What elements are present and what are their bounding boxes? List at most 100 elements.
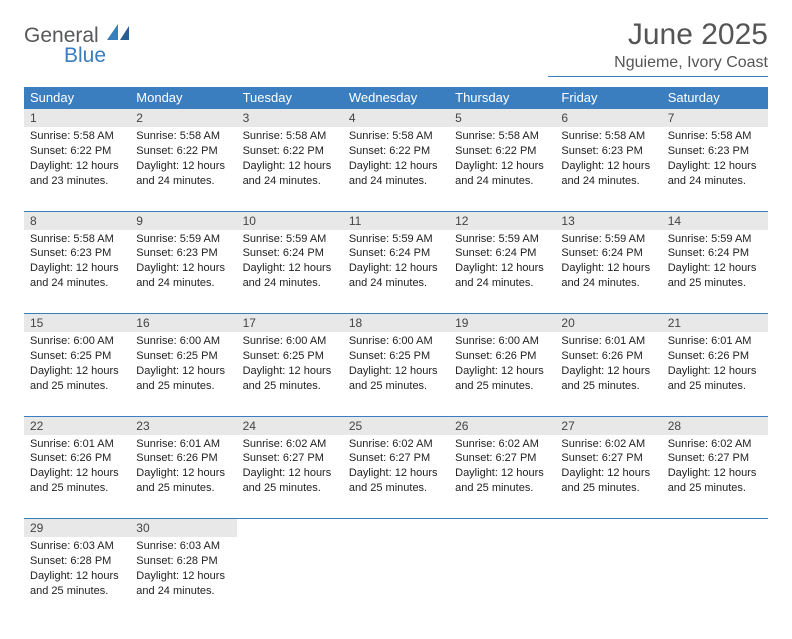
- location: Nguieme, Ivory Coast: [548, 54, 768, 77]
- header: General Blue June 2025 Nguieme, Ivory Co…: [24, 18, 768, 77]
- day-cell: Sunrise: 6:01 AMSunset: 6:26 PMDaylight:…: [130, 435, 236, 519]
- sunset-line: Sunset: 6:24 PM: [455, 246, 549, 261]
- daylight-line: Daylight: 12 hours and 25 minutes.: [30, 364, 124, 394]
- day-number-cell: [662, 519, 768, 538]
- day-cell: Sunrise: 5:58 AMSunset: 6:22 PMDaylight:…: [449, 127, 555, 211]
- day-number-cell: 22: [24, 416, 130, 435]
- day-cell: Sunrise: 5:58 AMSunset: 6:23 PMDaylight:…: [24, 230, 130, 314]
- sunset-line: Sunset: 6:27 PM: [243, 451, 337, 466]
- daylight-line: Daylight: 12 hours and 24 minutes.: [561, 261, 655, 291]
- sunset-line: Sunset: 6:27 PM: [455, 451, 549, 466]
- day-cell: Sunrise: 6:03 AMSunset: 6:28 PMDaylight:…: [24, 537, 130, 621]
- day-cell: Sunrise: 6:01 AMSunset: 6:26 PMDaylight:…: [555, 332, 661, 416]
- day-header: Saturday: [662, 87, 768, 109]
- day-cell: Sunrise: 6:02 AMSunset: 6:27 PMDaylight:…: [343, 435, 449, 519]
- daylight-line: Daylight: 12 hours and 25 minutes.: [455, 364, 549, 394]
- content-row: Sunrise: 5:58 AMSunset: 6:22 PMDaylight:…: [24, 127, 768, 211]
- sunrise-line: Sunrise: 6:03 AM: [136, 539, 230, 554]
- daylight-line: Daylight: 12 hours and 23 minutes.: [30, 159, 124, 189]
- sunrise-line: Sunrise: 6:02 AM: [455, 437, 549, 452]
- sunrise-line: Sunrise: 5:58 AM: [136, 129, 230, 144]
- daylight-line: Daylight: 12 hours and 24 minutes.: [349, 159, 443, 189]
- sunset-line: Sunset: 6:24 PM: [243, 246, 337, 261]
- sunrise-line: Sunrise: 6:02 AM: [668, 437, 762, 452]
- day-number-cell: 16: [130, 314, 236, 333]
- sunset-line: Sunset: 6:22 PM: [243, 144, 337, 159]
- day-number-cell: 24: [237, 416, 343, 435]
- day-number-cell: 14: [662, 211, 768, 230]
- sunset-line: Sunset: 6:26 PM: [30, 451, 124, 466]
- day-cell: Sunrise: 5:58 AMSunset: 6:23 PMDaylight:…: [555, 127, 661, 211]
- daynum-row: 22232425262728: [24, 416, 768, 435]
- day-number-cell: 30: [130, 519, 236, 538]
- day-header: Tuesday: [237, 87, 343, 109]
- sunset-line: Sunset: 6:25 PM: [30, 349, 124, 364]
- daylight-line: Daylight: 12 hours and 25 minutes.: [668, 261, 762, 291]
- logo-sail-icon: [107, 29, 129, 46]
- title-block: June 2025 Nguieme, Ivory Coast: [548, 18, 768, 77]
- day-number-cell: 28: [662, 416, 768, 435]
- day-header: Sunday: [24, 87, 130, 109]
- sunset-line: Sunset: 6:28 PM: [30, 554, 124, 569]
- day-cell: Sunrise: 5:58 AMSunset: 6:22 PMDaylight:…: [343, 127, 449, 211]
- day-cell: Sunrise: 5:59 AMSunset: 6:24 PMDaylight:…: [662, 230, 768, 314]
- sunset-line: Sunset: 6:27 PM: [561, 451, 655, 466]
- daylight-line: Daylight: 12 hours and 25 minutes.: [349, 466, 443, 496]
- sunset-line: Sunset: 6:23 PM: [136, 246, 230, 261]
- daynum-row: 891011121314: [24, 211, 768, 230]
- daylight-line: Daylight: 12 hours and 25 minutes.: [561, 364, 655, 394]
- daylight-line: Daylight: 12 hours and 24 minutes.: [243, 261, 337, 291]
- logo: General Blue: [24, 24, 129, 66]
- daylight-line: Daylight: 12 hours and 24 minutes.: [455, 261, 549, 291]
- day-cell: Sunrise: 6:00 AMSunset: 6:25 PMDaylight:…: [130, 332, 236, 416]
- sunset-line: Sunset: 6:26 PM: [561, 349, 655, 364]
- day-number-cell: 6: [555, 109, 661, 128]
- daylight-line: Daylight: 12 hours and 24 minutes.: [561, 159, 655, 189]
- daynum-row: 15161718192021: [24, 314, 768, 333]
- page-title: June 2025: [548, 18, 768, 52]
- day-number-cell: 3: [237, 109, 343, 128]
- sunrise-line: Sunrise: 5:59 AM: [136, 232, 230, 247]
- day-number-cell: [237, 519, 343, 538]
- day-number-cell: 11: [343, 211, 449, 230]
- day-cell: [662, 537, 768, 621]
- daylight-line: Daylight: 12 hours and 24 minutes.: [136, 159, 230, 189]
- daylight-line: Daylight: 12 hours and 25 minutes.: [561, 466, 655, 496]
- day-header-row: Sunday Monday Tuesday Wednesday Thursday…: [24, 87, 768, 109]
- content-row: Sunrise: 6:03 AMSunset: 6:28 PMDaylight:…: [24, 537, 768, 621]
- day-cell: Sunrise: 6:03 AMSunset: 6:28 PMDaylight:…: [130, 537, 236, 621]
- sunset-line: Sunset: 6:23 PM: [30, 246, 124, 261]
- day-cell: Sunrise: 6:02 AMSunset: 6:27 PMDaylight:…: [662, 435, 768, 519]
- day-number-cell: 5: [449, 109, 555, 128]
- day-number-cell: 1: [24, 109, 130, 128]
- day-number-cell: 7: [662, 109, 768, 128]
- day-number-cell: 4: [343, 109, 449, 128]
- day-cell: Sunrise: 6:02 AMSunset: 6:27 PMDaylight:…: [449, 435, 555, 519]
- logo-text-blue: Blue: [64, 45, 129, 66]
- day-cell: Sunrise: 5:58 AMSunset: 6:22 PMDaylight:…: [237, 127, 343, 211]
- sunset-line: Sunset: 6:22 PM: [349, 144, 443, 159]
- sunrise-line: Sunrise: 5:59 AM: [455, 232, 549, 247]
- daylight-line: Daylight: 12 hours and 25 minutes.: [136, 364, 230, 394]
- calendar-table: Sunday Monday Tuesday Wednesday Thursday…: [24, 87, 768, 621]
- day-number-cell: [555, 519, 661, 538]
- day-number-cell: 27: [555, 416, 661, 435]
- day-number-cell: 8: [24, 211, 130, 230]
- daynum-row: 2930: [24, 519, 768, 538]
- daylight-line: Daylight: 12 hours and 25 minutes.: [30, 569, 124, 599]
- day-number-cell: 26: [449, 416, 555, 435]
- sunrise-line: Sunrise: 6:02 AM: [561, 437, 655, 452]
- sunrise-line: Sunrise: 6:03 AM: [30, 539, 124, 554]
- sunrise-line: Sunrise: 5:59 AM: [561, 232, 655, 247]
- day-cell: [343, 537, 449, 621]
- content-row: Sunrise: 6:01 AMSunset: 6:26 PMDaylight:…: [24, 435, 768, 519]
- daylight-line: Daylight: 12 hours and 24 minutes.: [243, 159, 337, 189]
- day-cell: [237, 537, 343, 621]
- daylight-line: Daylight: 12 hours and 25 minutes.: [136, 466, 230, 496]
- calendar-body: 1234567Sunrise: 5:58 AMSunset: 6:22 PMDa…: [24, 109, 768, 622]
- sunrise-line: Sunrise: 5:59 AM: [668, 232, 762, 247]
- sunset-line: Sunset: 6:25 PM: [136, 349, 230, 364]
- sunrise-line: Sunrise: 5:59 AM: [349, 232, 443, 247]
- day-number-cell: 29: [24, 519, 130, 538]
- page: General Blue June 2025 Nguieme, Ivory Co…: [0, 0, 792, 639]
